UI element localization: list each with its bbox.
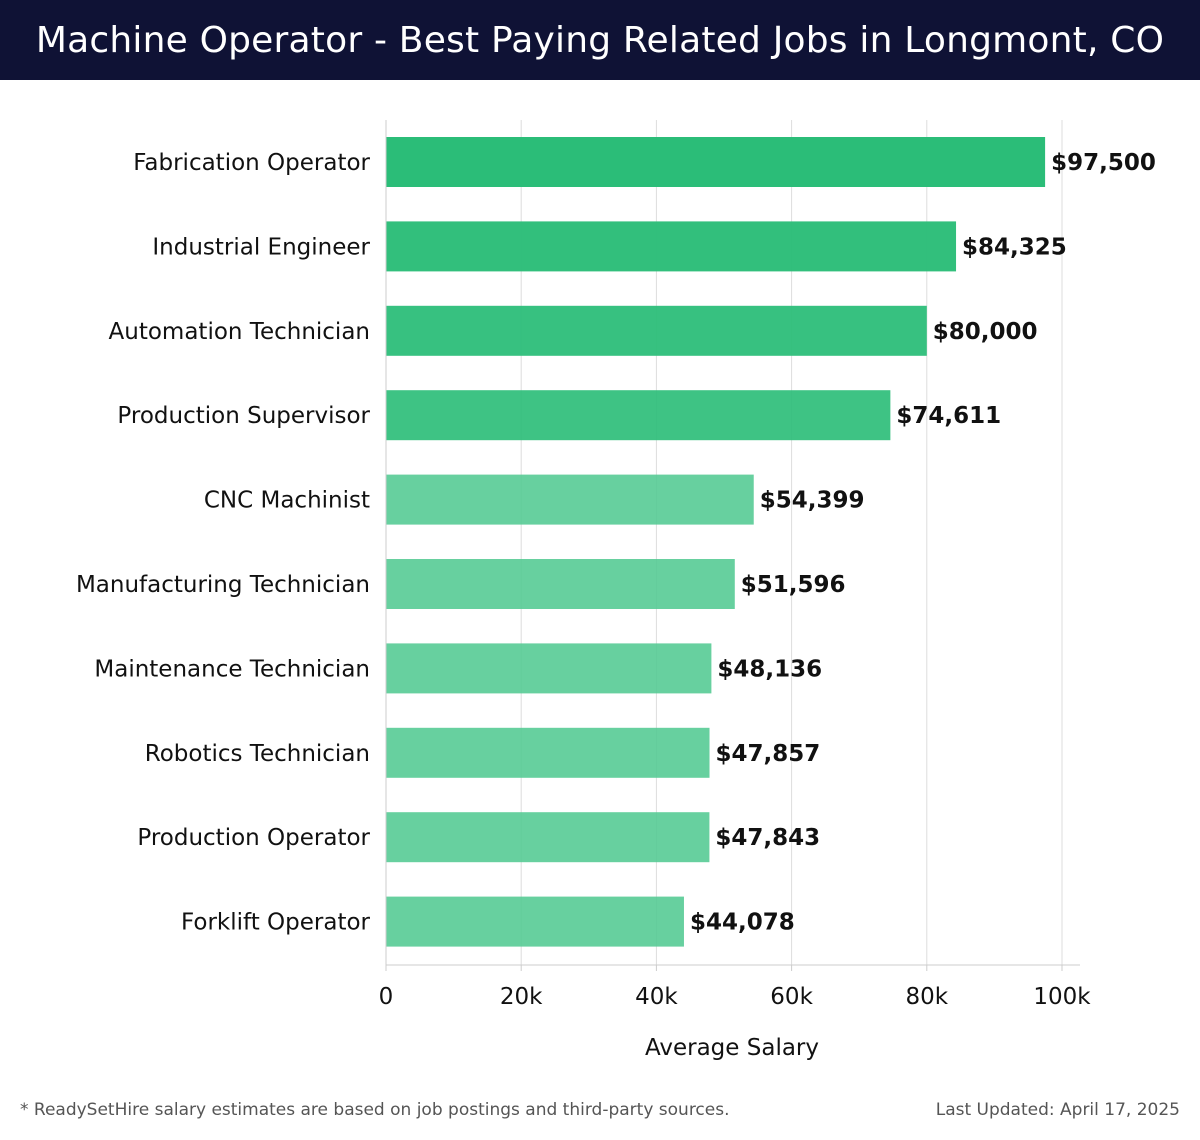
bar xyxy=(386,727,710,778)
category-label: Maintenance Technician xyxy=(94,656,370,682)
value-label: $97,500 xyxy=(1051,150,1156,176)
bar xyxy=(386,390,891,441)
x-axis-title: Average Salary xyxy=(645,1035,819,1061)
value-label: $47,857 xyxy=(716,741,821,767)
value-label: $44,078 xyxy=(690,910,795,936)
bars xyxy=(386,137,1046,947)
category-label: CNC Machinist xyxy=(204,488,370,514)
x-axis: 0 20k 40k 60k 80k 100k xyxy=(379,120,1091,1010)
x-tick-label: 0 xyxy=(379,984,394,1010)
bar xyxy=(386,812,710,863)
value-labels: $97,500 $84,325 $80,000 $74,611 $54,399 $51,5… xyxy=(690,150,1156,936)
value-label: $48,136 xyxy=(717,656,822,682)
last-updated: Last Updated: April 17, 2025 xyxy=(935,1100,1180,1120)
category-label: Automation Technician xyxy=(109,319,370,345)
value-label: $47,843 xyxy=(715,825,820,851)
x-tick-label: 40k xyxy=(635,984,678,1010)
x-tick-label: 80k xyxy=(906,984,949,1010)
category-label: Production Operator xyxy=(137,825,370,851)
bar xyxy=(386,305,927,356)
category-label: Robotics Technician xyxy=(145,741,370,767)
footer-note: * ReadySetHire salary estimates are base… xyxy=(20,1100,730,1120)
bar xyxy=(386,137,1046,187)
x-tick-label: 20k xyxy=(500,984,543,1010)
value-label: $84,325 xyxy=(962,234,1067,260)
x-tick-label: 60k xyxy=(770,984,813,1010)
category-label: Production Supervisor xyxy=(117,403,370,429)
category-label: Manufacturing Technician xyxy=(76,572,370,598)
page-header: Machine Operator - Best Paying Related J… xyxy=(0,0,1200,80)
page-title: Machine Operator - Best Paying Related J… xyxy=(35,19,1165,61)
value-label: $54,399 xyxy=(760,488,865,514)
category-label: Forklift Operator xyxy=(181,910,371,936)
value-label: $80,000 xyxy=(933,319,1038,345)
bar xyxy=(386,896,684,947)
bar xyxy=(386,559,735,609)
category-labels: Fabrication Operator Industrial Engineer A… xyxy=(76,150,371,936)
category-label: Fabrication Operator xyxy=(133,150,370,176)
value-label: $51,596 xyxy=(741,572,846,598)
bar xyxy=(386,221,957,272)
salary-bar-chart: Fabrication Operator Industrial Engineer A… xyxy=(76,120,1156,1061)
value-label: $74,611 xyxy=(896,403,1001,429)
bar xyxy=(386,474,754,525)
x-tick-label: 100k xyxy=(1033,984,1091,1010)
bar xyxy=(386,643,712,694)
category-label: Industrial Engineer xyxy=(152,234,370,260)
